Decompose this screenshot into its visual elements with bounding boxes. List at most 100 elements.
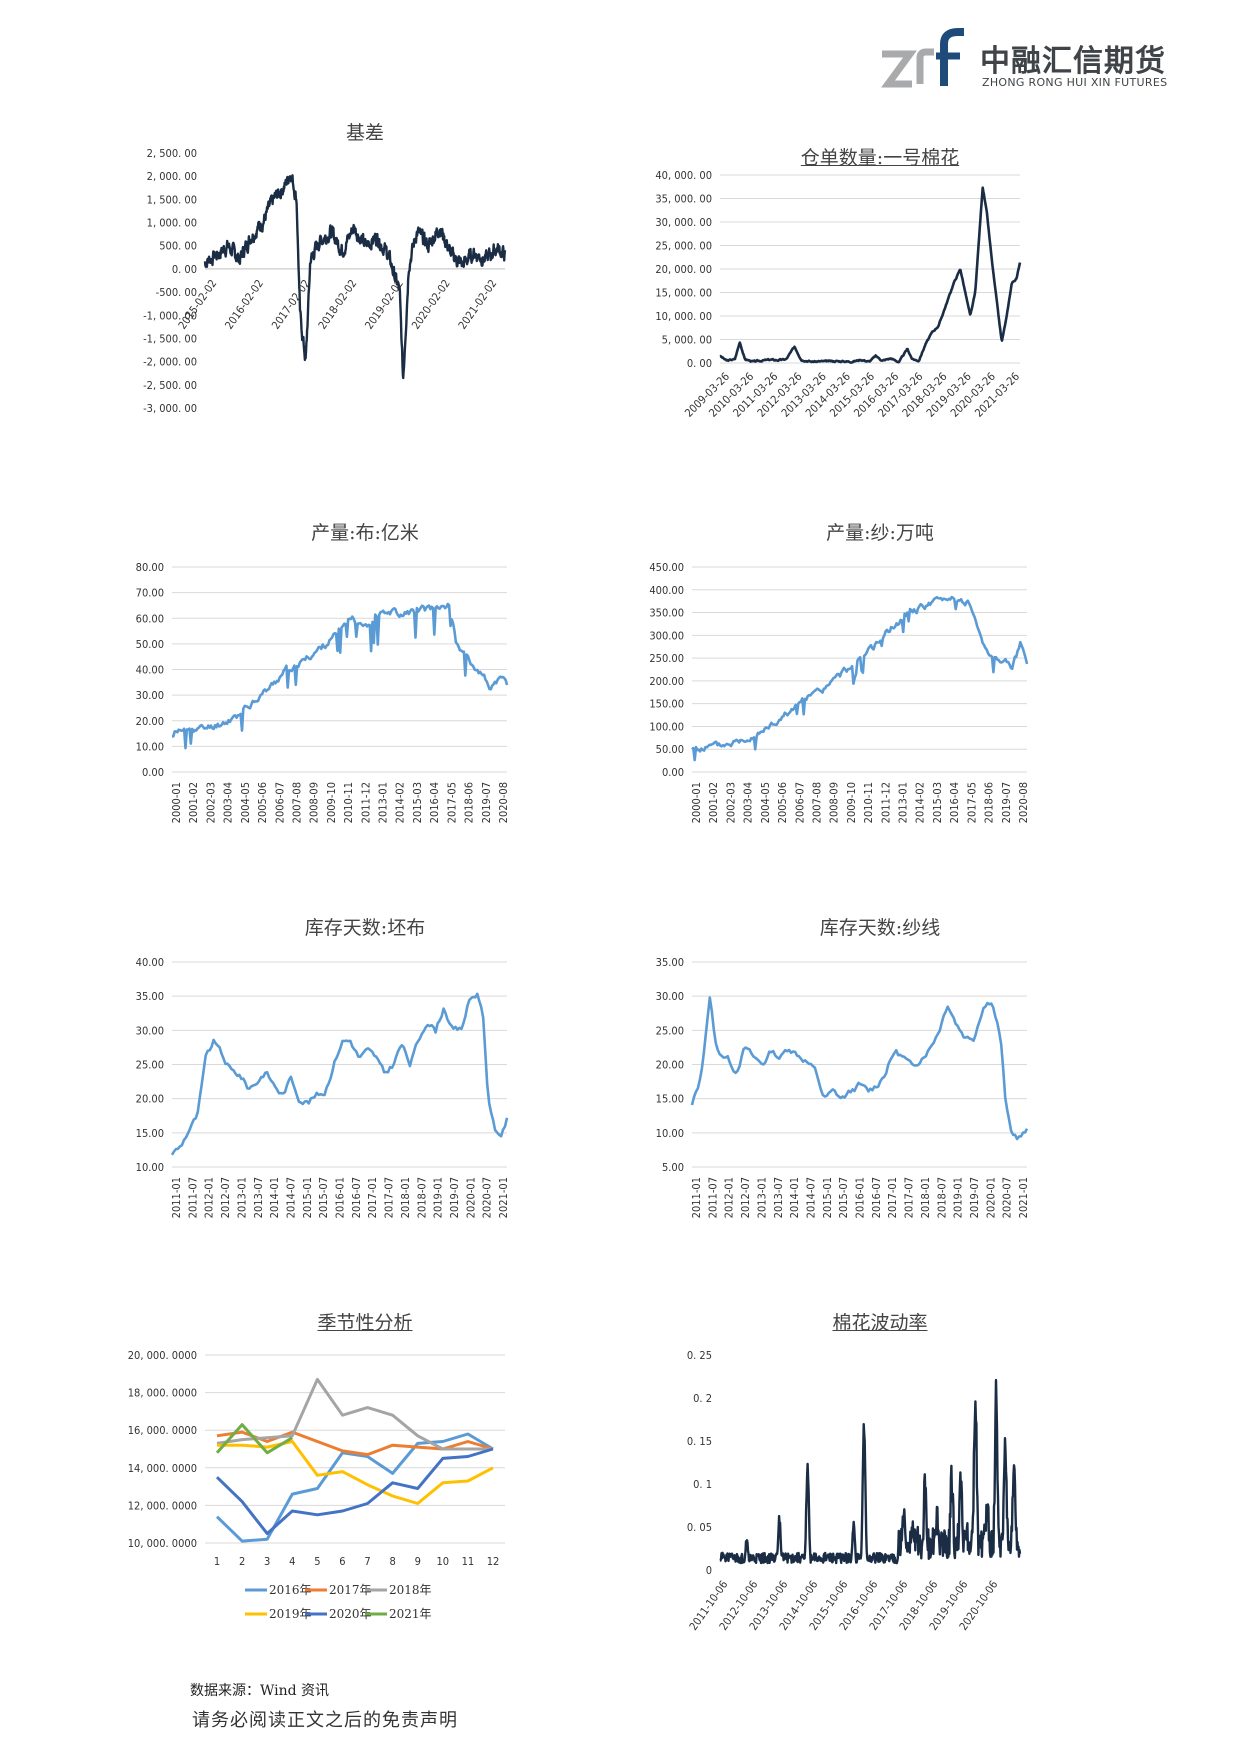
x-tick-label: 2005-06 bbox=[776, 782, 789, 823]
x-tick-label: 2015-07 bbox=[837, 1177, 850, 1218]
chart-title: 季节性分析 bbox=[317, 1312, 413, 1334]
x-tick-label: 2002-03 bbox=[724, 782, 737, 823]
x-tick-label: 9 bbox=[415, 1555, 421, 1568]
x-tick-label: 2016-04 bbox=[948, 782, 961, 823]
x-tick-label: 2011-01 bbox=[170, 1177, 183, 1218]
y-tick-label: 0. 2 bbox=[693, 1392, 712, 1405]
y-tick-label: 150.00 bbox=[649, 698, 684, 711]
y-tick-label: 20, 000. 0000 bbox=[128, 1349, 197, 1362]
x-tick-label: 2011-12 bbox=[879, 782, 892, 823]
x-tick-label: 2012-07 bbox=[739, 1177, 752, 1218]
company-logo: 中融汇信期货 ZHONG RONG HUI XIN FUTURES bbox=[880, 28, 1180, 94]
y-tick-label: 5.00 bbox=[662, 1161, 684, 1174]
x-tick-label: 2020-08 bbox=[497, 782, 510, 823]
x-tick-label: 2019-01 bbox=[952, 1177, 965, 1218]
y-tick-label: 35.00 bbox=[656, 956, 684, 969]
y-tick-label: 0. 05 bbox=[687, 1521, 712, 1534]
x-tick-label: 2016-07 bbox=[350, 1177, 363, 1218]
x-tick-label: 2014-02 bbox=[914, 782, 927, 823]
series-line bbox=[215, 1447, 494, 1536]
x-tick-label: 2010-11 bbox=[862, 782, 875, 823]
x-tick-label: 2020-01 bbox=[984, 1177, 997, 1218]
legend-label: 2017年 bbox=[329, 1583, 372, 1597]
x-tick-label: 2002-03 bbox=[204, 782, 217, 823]
x-tick-label: 3 bbox=[264, 1555, 270, 1568]
x-tick-label: 2021-01 bbox=[1017, 1177, 1030, 1218]
x-tick-label: 2 bbox=[239, 1555, 245, 1568]
y-tick-label: 500. 00 bbox=[159, 240, 197, 253]
x-tick-label: 7 bbox=[364, 1555, 370, 1568]
x-tick-label: 2000-01 bbox=[690, 782, 703, 823]
y-tick-label: 12, 000. 0000 bbox=[128, 1499, 197, 1512]
series-line bbox=[170, 992, 509, 1156]
x-tick-label: 2016-01 bbox=[854, 1177, 867, 1218]
y-tick-label: 10.00 bbox=[656, 1127, 684, 1140]
chart-title: 棉花波动率 bbox=[832, 1312, 928, 1334]
x-tick-label: 2008-09 bbox=[308, 782, 321, 823]
x-tick-label: 2011-07 bbox=[706, 1177, 719, 1218]
series-line bbox=[217, 1440, 494, 1505]
y-tick-label: 20, 000. 00 bbox=[655, 263, 712, 276]
y-tick-label: 0. 25 bbox=[687, 1349, 712, 1362]
x-tick-label: 10 bbox=[437, 1555, 450, 1568]
x-tick-label: 2017-05 bbox=[445, 782, 458, 823]
y-tick-label: 0 bbox=[706, 1564, 712, 1577]
x-tick-label: 2015-03 bbox=[411, 782, 424, 823]
series-line bbox=[691, 595, 1029, 762]
chart-title: 库存天数:坯布 bbox=[304, 917, 426, 939]
x-tick-label: 2004-05 bbox=[239, 782, 252, 823]
x-tick-label: 2018-02-02 bbox=[316, 277, 360, 332]
x-tick-label: 2020-02-02 bbox=[409, 277, 453, 332]
chart-cotton-volatility: 棉花波动率 0. 25 0. 2 0. 15 0. 1 0. 05 0 2011-10-06… bbox=[660, 1300, 1100, 1670]
chart-title: 库存天数:纱线 bbox=[819, 917, 941, 939]
x-tick-label: 2020-07 bbox=[1001, 1177, 1014, 1218]
chart-yarn-inventory-days: 库存天数:纱线 35.00 30.00 25.00 20.00 15.00 10.00 5.… bbox=[656, 905, 1100, 1265]
chart-cloth-inventory-days: 库存天数:坯布 40.00 35.00 30.00 25.00 20.00 15.00 10… bbox=[136, 905, 590, 1265]
y-tick-label: 25.00 bbox=[136, 1059, 164, 1072]
y-tick-label: 14, 000. 0000 bbox=[128, 1462, 197, 1475]
y-tick-label: 10, 000. 0000 bbox=[128, 1537, 197, 1550]
x-tick-label: 6 bbox=[339, 1555, 345, 1568]
series-line bbox=[719, 186, 1022, 364]
x-tick-label: 2020-08 bbox=[1017, 782, 1030, 823]
y-tick-label: 15.00 bbox=[136, 1127, 164, 1140]
y-tick-label: 400.00 bbox=[649, 584, 684, 597]
x-tick-label: 2012-07 bbox=[219, 1177, 232, 1218]
x-tick-label: 2004-05 bbox=[759, 782, 772, 823]
y-tick-label: 0.00 bbox=[142, 766, 164, 779]
series-line bbox=[719, 1378, 1022, 1565]
x-tick-label: 2021-01 bbox=[497, 1177, 510, 1218]
disclaimer-note: 请务必阅读正文之后的免责声明 bbox=[192, 1710, 458, 1731]
x-tick-label: 2012-01 bbox=[203, 1177, 216, 1218]
x-tick-label: 2001-02 bbox=[187, 782, 200, 823]
x-tick-label: 2012-01 bbox=[723, 1177, 736, 1218]
x-tick-label: 2019-07 bbox=[968, 1177, 981, 1218]
x-tick-label: 2003-04 bbox=[222, 782, 235, 823]
y-tick-label: 30, 000. 00 bbox=[655, 216, 712, 229]
y-tick-label: 15, 000. 00 bbox=[655, 287, 712, 300]
x-tick-label: 2014-07 bbox=[804, 1177, 817, 1218]
x-tick-label: 2017-02-02 bbox=[269, 277, 313, 332]
x-tick-label: 2017-07 bbox=[903, 1177, 916, 1218]
chart-title: 基差 bbox=[345, 122, 384, 144]
x-tick-label: 2021-02-02 bbox=[456, 277, 500, 332]
x-tick-label: 2017-07 bbox=[383, 1177, 396, 1218]
y-tick-label: -3, 000. 00 bbox=[143, 402, 197, 415]
y-tick-label: 250.00 bbox=[649, 652, 684, 665]
x-tick-label: 2018-07 bbox=[415, 1177, 428, 1218]
x-tick-label: 2016-07 bbox=[870, 1177, 883, 1218]
x-tick-label: 2010-11 bbox=[342, 782, 355, 823]
x-tick-label: 2016-02-02 bbox=[222, 277, 266, 332]
x-tick-label: 2016-04 bbox=[428, 782, 441, 823]
x-tick-label: 2009-10 bbox=[325, 782, 338, 823]
x-tick-label: 2013-01 bbox=[235, 1177, 248, 1218]
series-line bbox=[171, 602, 509, 750]
y-tick-label: 25.00 bbox=[656, 1024, 684, 1037]
chart-plot: 35.00 30.00 25.00 20.00 15.00 10.00 5.00 2011-0… bbox=[656, 956, 1030, 1218]
y-tick-label: -2, 000. 00 bbox=[143, 356, 197, 369]
chart-warehouse-receipts: 仓单数量:一号棉花 40, 000. 00 35, 000. 00 30, 000.… bbox=[655, 135, 1100, 495]
x-tick-label: 2018-07 bbox=[935, 1177, 948, 1218]
x-tick-label: 2007-08 bbox=[810, 782, 823, 823]
x-tick-label: 2006-07 bbox=[793, 782, 806, 823]
y-tick-label: 16, 000. 0000 bbox=[128, 1424, 197, 1437]
